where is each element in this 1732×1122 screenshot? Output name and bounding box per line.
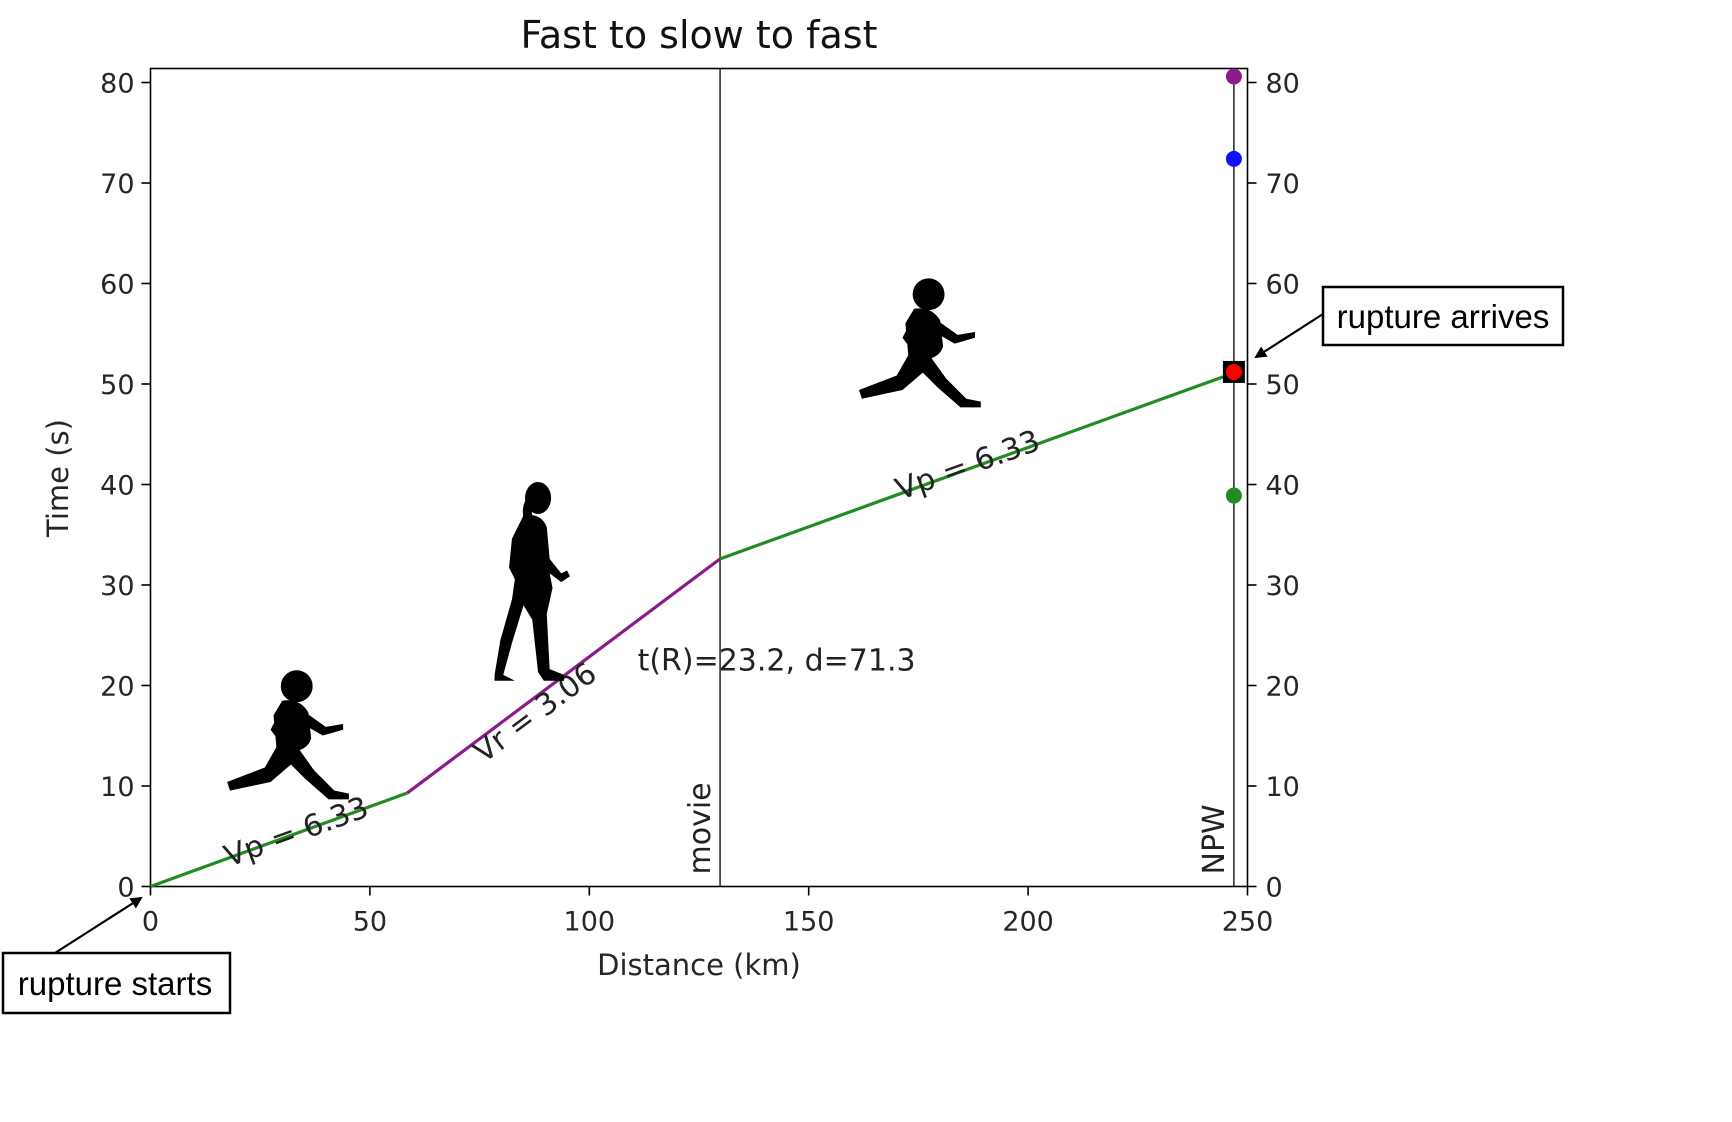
y-axis-label: Time (s) [41, 419, 75, 538]
y-tick-label: 0 [117, 873, 134, 904]
series-line-3 [719, 371, 1235, 561]
y-tick-label: 80 [100, 69, 134, 100]
axis-ticks: 0 50 100 150 200 2500102030405060708001020304… [100, 69, 1300, 938]
callout-rupture-starts: rupture starts [1, 896, 232, 1015]
callout-rupture-arrives: rupture arrives [1254, 285, 1565, 359]
station-point-4 [1225, 487, 1242, 504]
right-y-tick-label: 0 [1266, 873, 1283, 904]
right-y-tick-label: 70 [1266, 169, 1300, 200]
right-y-tick-label: 20 [1266, 672, 1300, 703]
annotation-text: t(R)=23.2, d=71.3 [638, 643, 916, 678]
chart-title: Fast to slow to fast [520, 13, 877, 57]
y-tick-label: 20 [100, 672, 134, 703]
station-points [1222, 68, 1245, 504]
segment-label-2: Vr = 3.06 [467, 656, 603, 770]
x-tick-label: 200 [1002, 907, 1054, 938]
right-y-tick-label: 30 [1266, 571, 1300, 602]
callout-start-label: rupture starts [18, 965, 212, 1002]
y-tick-label: 60 [100, 270, 134, 301]
vertical-line-label-movie: movie [683, 782, 718, 874]
vertical-line-label-npw: NPW [1197, 804, 1232, 874]
x-tick-label: 150 [783, 907, 835, 938]
y-tick-label: 50 [100, 370, 134, 401]
vertical-lines: movie NPW [683, 68, 1235, 887]
series-line-1 [149, 791, 408, 889]
station-point-3 [1225, 363, 1242, 380]
y-tick-label: 10 [100, 772, 134, 803]
right-y-tick-label: 80 [1266, 69, 1300, 100]
right-y-tick-label: 40 [1266, 471, 1300, 502]
figures [227, 278, 981, 800]
x-tick-label: 0 [142, 907, 159, 938]
right-y-tick-label: 50 [1266, 370, 1300, 401]
callout-start-arrow [54, 896, 143, 954]
runner-figure-3 [858, 278, 981, 408]
right-y-tick-label: 10 [1266, 772, 1300, 803]
callout-arrive-label: rupture arrives [1337, 298, 1550, 335]
x-tick-label: 250 [1222, 907, 1274, 938]
runner-figure-1 [227, 670, 349, 800]
callout-arrive-arrow [1254, 313, 1324, 359]
x-tick-label: 50 [353, 907, 387, 938]
segment-label-1: Vp = 6.33 [220, 790, 373, 874]
x-axis-label: Distance (km) [597, 948, 801, 982]
x-tick-label: 100 [564, 907, 616, 938]
right-y-tick-label: 60 [1266, 270, 1300, 301]
segment-labels: Vp = 6.33 Vr = 3.06 Vp = 6.33 [220, 423, 1045, 874]
walker-figure-2 [494, 482, 570, 681]
station-point-1 [1225, 68, 1242, 85]
segment-label-3: Vp = 6.33 [891, 423, 1045, 507]
station-point-2 [1225, 150, 1242, 167]
y-tick-label: 40 [100, 471, 134, 502]
plot-area [149, 67, 1249, 888]
y-tick-label: 70 [100, 169, 134, 200]
y-tick-label: 30 [100, 571, 134, 602]
